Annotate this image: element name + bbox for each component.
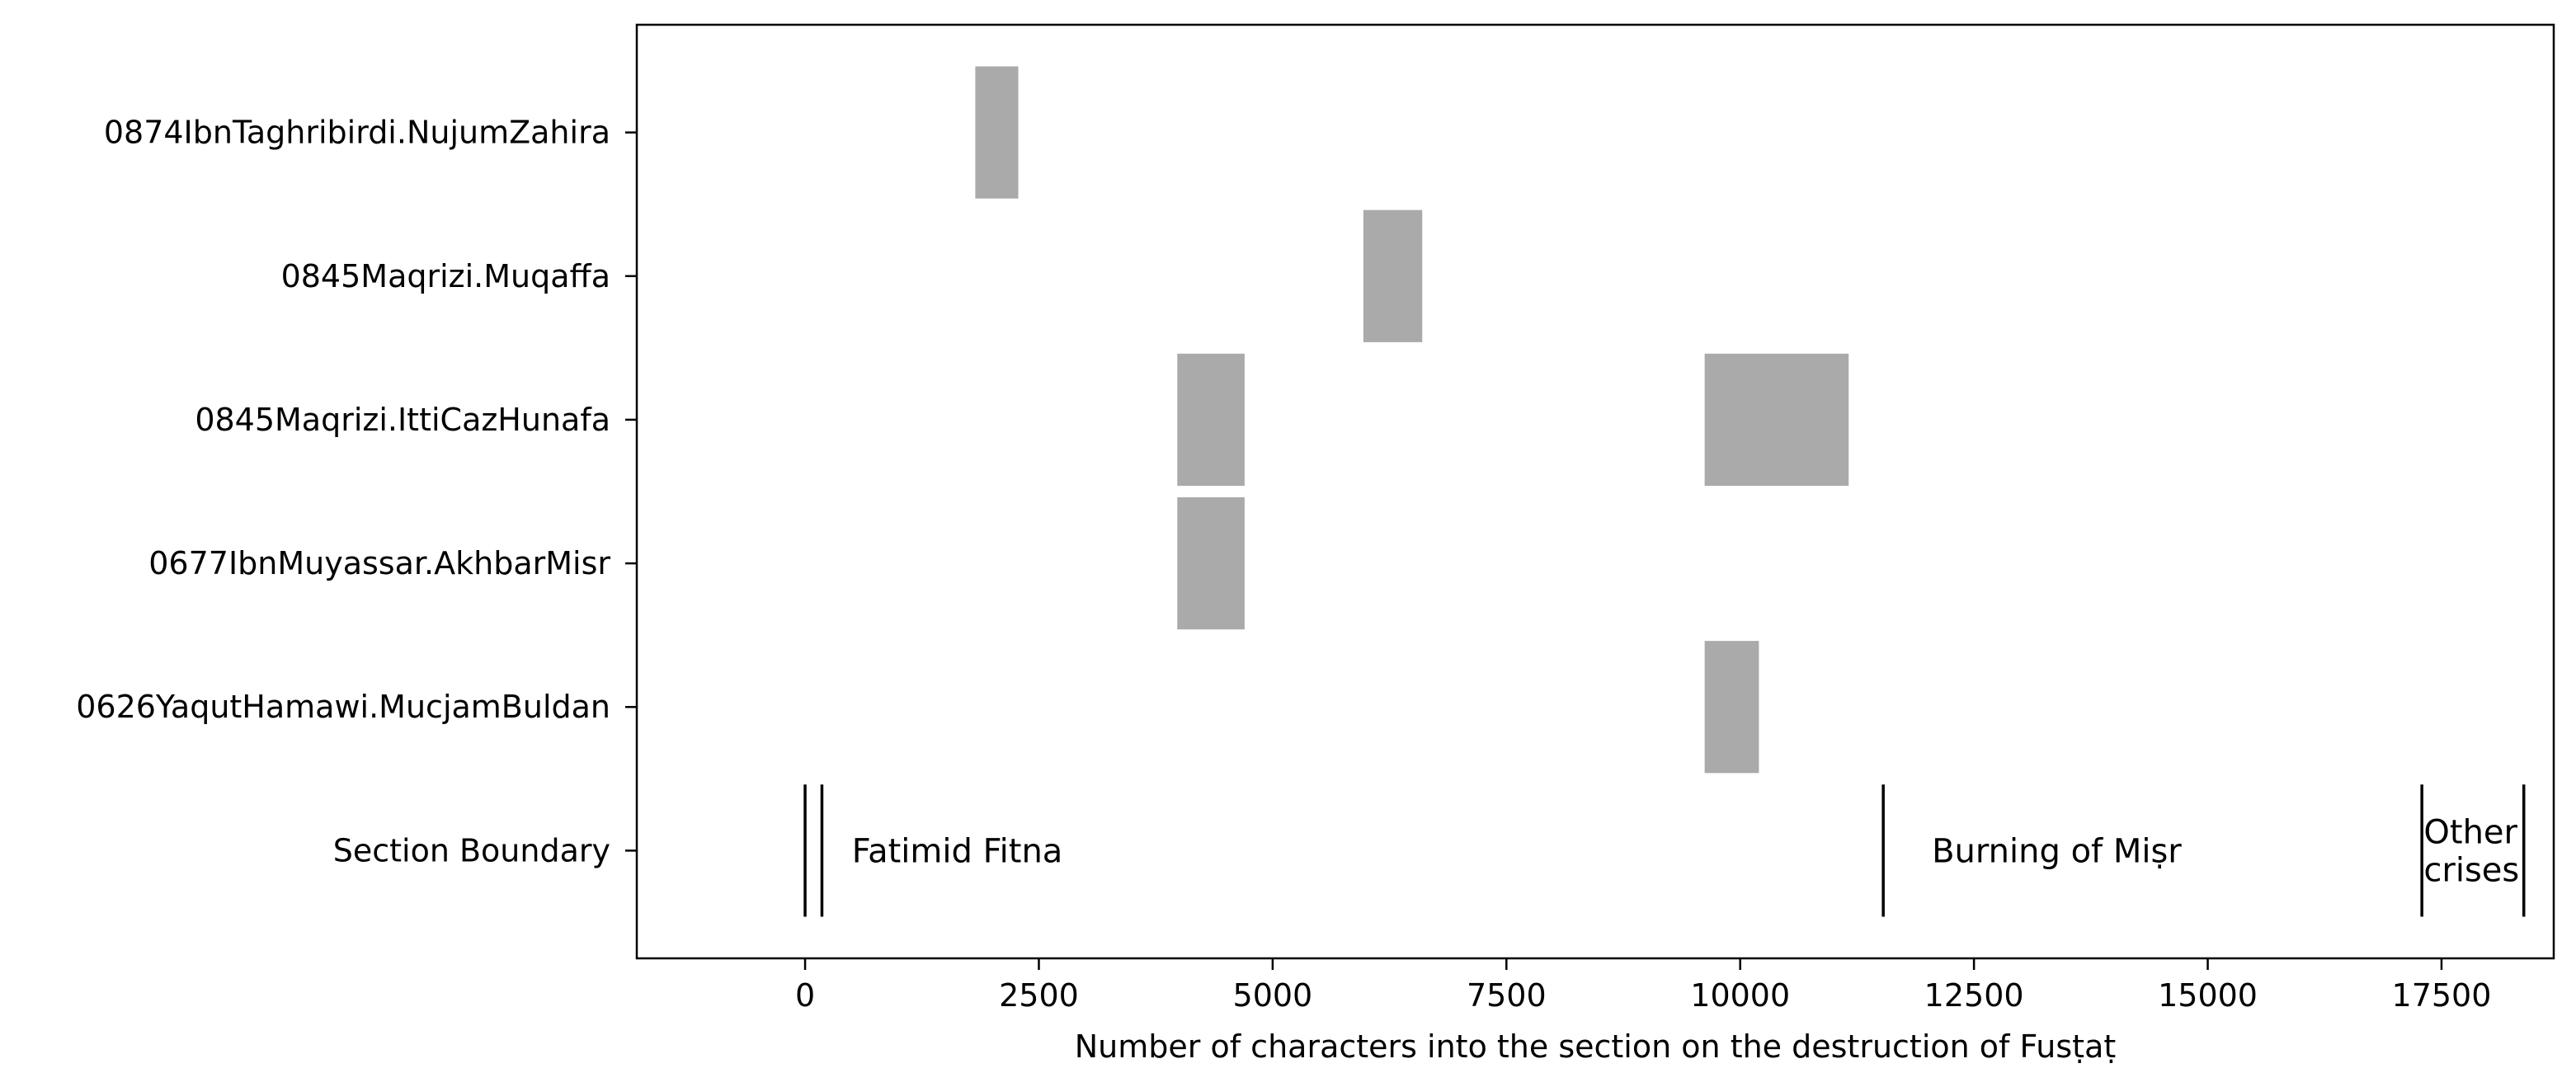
y-tick-label: 0677IbnMuyassar.AkhbarMisr [148, 545, 610, 581]
range-bar [1363, 209, 1423, 342]
y-tick-label: Section Boundary [333, 832, 610, 868]
x-tick-label: 10000 [1690, 977, 1790, 1014]
plot-frame [635, 23, 2555, 960]
x-tick-label: 15000 [2158, 977, 2258, 1014]
section-label: Other [2423, 813, 2517, 851]
y-tick-label: 0845Maqrizi.IttiCazHunafa [195, 402, 610, 438]
section-label: Fatimid Fitna [852, 832, 1063, 870]
x-tick-label: 2500 [999, 977, 1079, 1014]
x-tick-label: 0 [795, 977, 815, 1014]
x-axis-label: Number of characters into the section on… [1075, 1028, 2117, 1065]
y-tick-label: 0845Maqrizi.Muqaffa [281, 258, 610, 294]
section-label: crises [2423, 851, 2519, 889]
x-tick-label: 12500 [1924, 977, 2024, 1014]
y-tick-label: 0874IbnTaghribirdi.NujumZahira [104, 115, 610, 151]
y-tick-label: 0626YaqutHamawi.MucjamBuldan [76, 689, 610, 725]
x-tick-label: 17500 [2392, 977, 2492, 1014]
range-bar [1704, 641, 1759, 774]
y-axis-ticks: 0874IbnTaghribirdi.NujumZahira 0845Maqriz… [76, 115, 637, 868]
range-bar [1177, 496, 1245, 630]
x-axis-ticks: 0 2500 5000 7500 10000 12500 15000 17500 [795, 958, 2491, 1014]
bars-layer [975, 66, 1849, 774]
x-tick-label: 5000 [1233, 977, 1313, 1014]
range-bar [1704, 353, 1849, 487]
range-bar [975, 66, 1019, 199]
section-boundaries-layer [803, 784, 2526, 917]
x-tick-label: 7500 [1467, 977, 1547, 1014]
range-bar [1177, 353, 1245, 487]
section-label: Burning of Miṣr [1932, 832, 2182, 870]
